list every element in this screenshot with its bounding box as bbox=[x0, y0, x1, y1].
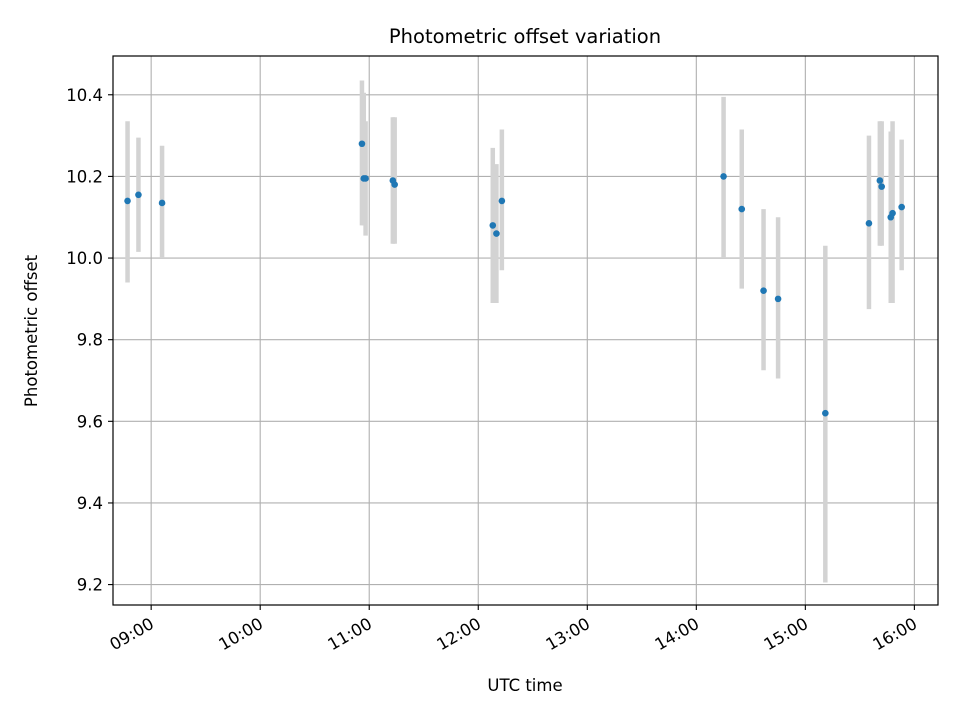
grid bbox=[113, 56, 938, 605]
data-point bbox=[889, 209, 896, 217]
data-point bbox=[898, 203, 905, 211]
data-point bbox=[489, 222, 497, 229]
data-point bbox=[391, 181, 398, 188]
axes-frame bbox=[112, 55, 939, 606]
y-tick-label: 10.4 bbox=[66, 86, 103, 105]
plot-area bbox=[113, 56, 938, 605]
data-point bbox=[738, 205, 746, 213]
data-point bbox=[158, 199, 166, 207]
data-point bbox=[878, 183, 885, 190]
data-point bbox=[498, 197, 506, 205]
y-tick-label: 9.8 bbox=[77, 331, 103, 350]
y-axis-label: Photometric offset bbox=[22, 254, 41, 407]
data-point bbox=[720, 173, 727, 180]
y-tick-label: 9.6 bbox=[77, 412, 103, 431]
data-points bbox=[124, 140, 905, 417]
data-point bbox=[493, 230, 500, 237]
data-point bbox=[822, 409, 829, 417]
y-tick-label: 10.0 bbox=[66, 249, 103, 268]
data-point bbox=[124, 197, 131, 205]
data-point bbox=[362, 175, 369, 182]
y-tick-label: 9.2 bbox=[77, 576, 103, 595]
data-point bbox=[135, 191, 142, 199]
data-point bbox=[876, 177, 884, 184]
data-point bbox=[865, 220, 873, 227]
y-tick-label: 10.2 bbox=[66, 167, 103, 186]
data-point bbox=[760, 287, 767, 295]
chart-title: Photometric offset variation bbox=[389, 25, 661, 48]
y-tick-label: 9.4 bbox=[77, 494, 103, 513]
data-point bbox=[358, 140, 366, 148]
x-axis-label: UTC time bbox=[487, 676, 562, 695]
data-point bbox=[774, 295, 782, 303]
